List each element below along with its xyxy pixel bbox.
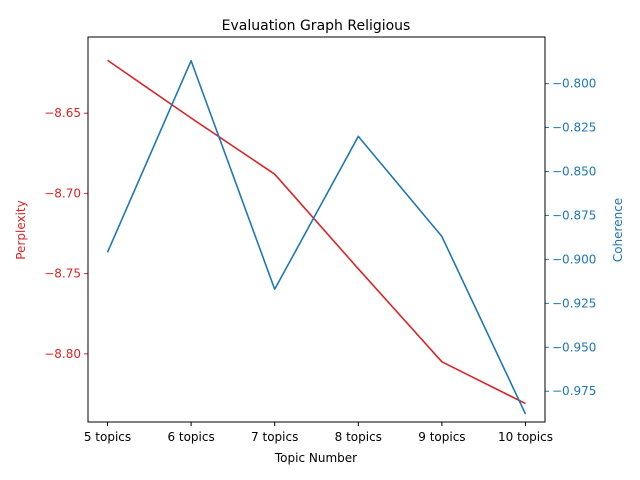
x-tick-label: 6 topics <box>167 430 214 444</box>
x-tick-label: 7 topics <box>251 430 298 444</box>
x-tick-label: 9 topics <box>418 430 465 444</box>
left-axis-label: Perplexity <box>14 200 28 260</box>
right-y-tick-label: −0.850 <box>552 164 596 178</box>
x-axis-label: Topic Number <box>274 451 357 465</box>
left-y-tick-label: −8.75 <box>44 267 81 281</box>
right-y-tick-label: −0.825 <box>552 121 596 135</box>
right-y-tick-label: −0.800 <box>552 77 596 91</box>
left-y-tick-label: −8.80 <box>44 347 81 361</box>
perplexity-line <box>107 59 526 405</box>
right-axis-label: Coherence <box>611 198 625 262</box>
left-y-tick-label: −8.65 <box>44 106 81 120</box>
x-tick-label: 10 topics <box>498 430 553 444</box>
coherence-line <box>106 59 527 415</box>
left-y-tick-label: −8.70 <box>44 186 81 200</box>
right-y-tick-label: −0.875 <box>552 208 596 222</box>
right-y-tick-label: −0.900 <box>552 252 596 266</box>
plot-frame <box>87 36 546 423</box>
right-y-tick-label: −0.975 <box>552 384 596 398</box>
right-y-tick-label: −0.925 <box>552 296 596 310</box>
right-y-tick-label: −0.950 <box>552 340 596 354</box>
x-tick-label: 8 topics <box>335 430 382 444</box>
chart-title: Evaluation Graph Religious <box>222 18 411 34</box>
x-tick-label: 5 topics <box>84 430 131 444</box>
